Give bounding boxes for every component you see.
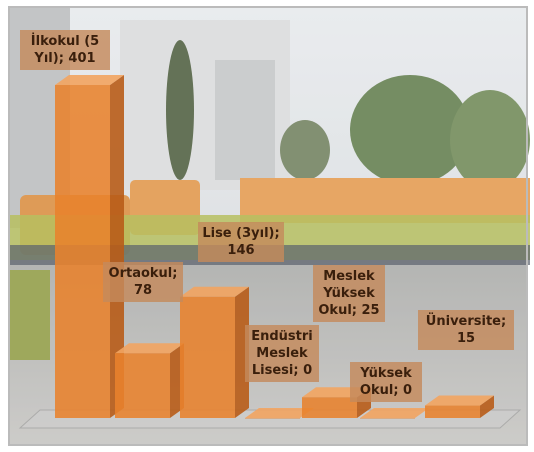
bar-top: [360, 408, 429, 418]
bar-side: [235, 286, 249, 418]
bar-front: [425, 405, 480, 418]
bar-side: [480, 395, 494, 418]
bar-top: [180, 286, 249, 297]
frame: [8, 6, 528, 446]
bar-front: [115, 353, 170, 418]
bar: [425, 395, 494, 418]
bar: [115, 343, 184, 418]
bar-front: [245, 418, 300, 419]
bar-top: [55, 75, 124, 85]
data-label: İlkokul (5 Yıl); 401: [20, 30, 110, 70]
data-label: Meslek Yüksek Okul; 25: [313, 265, 385, 322]
bar: [55, 75, 124, 418]
data-label: Ortaokul; 78: [103, 262, 183, 302]
data-label: Endüstri Meslek Lisesi; 0: [245, 325, 319, 382]
bar: [360, 408, 429, 419]
bar-front: [55, 85, 110, 418]
bar: [180, 286, 249, 418]
data-label: Yüksek Okul; 0: [350, 362, 422, 402]
bar-top: [425, 395, 494, 406]
data-label: Üniversite; 15: [418, 310, 514, 350]
bar-front: [360, 418, 415, 419]
bar: [245, 408, 314, 419]
bar-top: [115, 343, 184, 354]
bar-front: [180, 296, 235, 418]
data-label: Lise (3yıl); 146: [198, 222, 284, 262]
bar-top: [245, 408, 314, 418]
bar-side: [110, 75, 124, 418]
bar-front: [302, 397, 357, 418]
